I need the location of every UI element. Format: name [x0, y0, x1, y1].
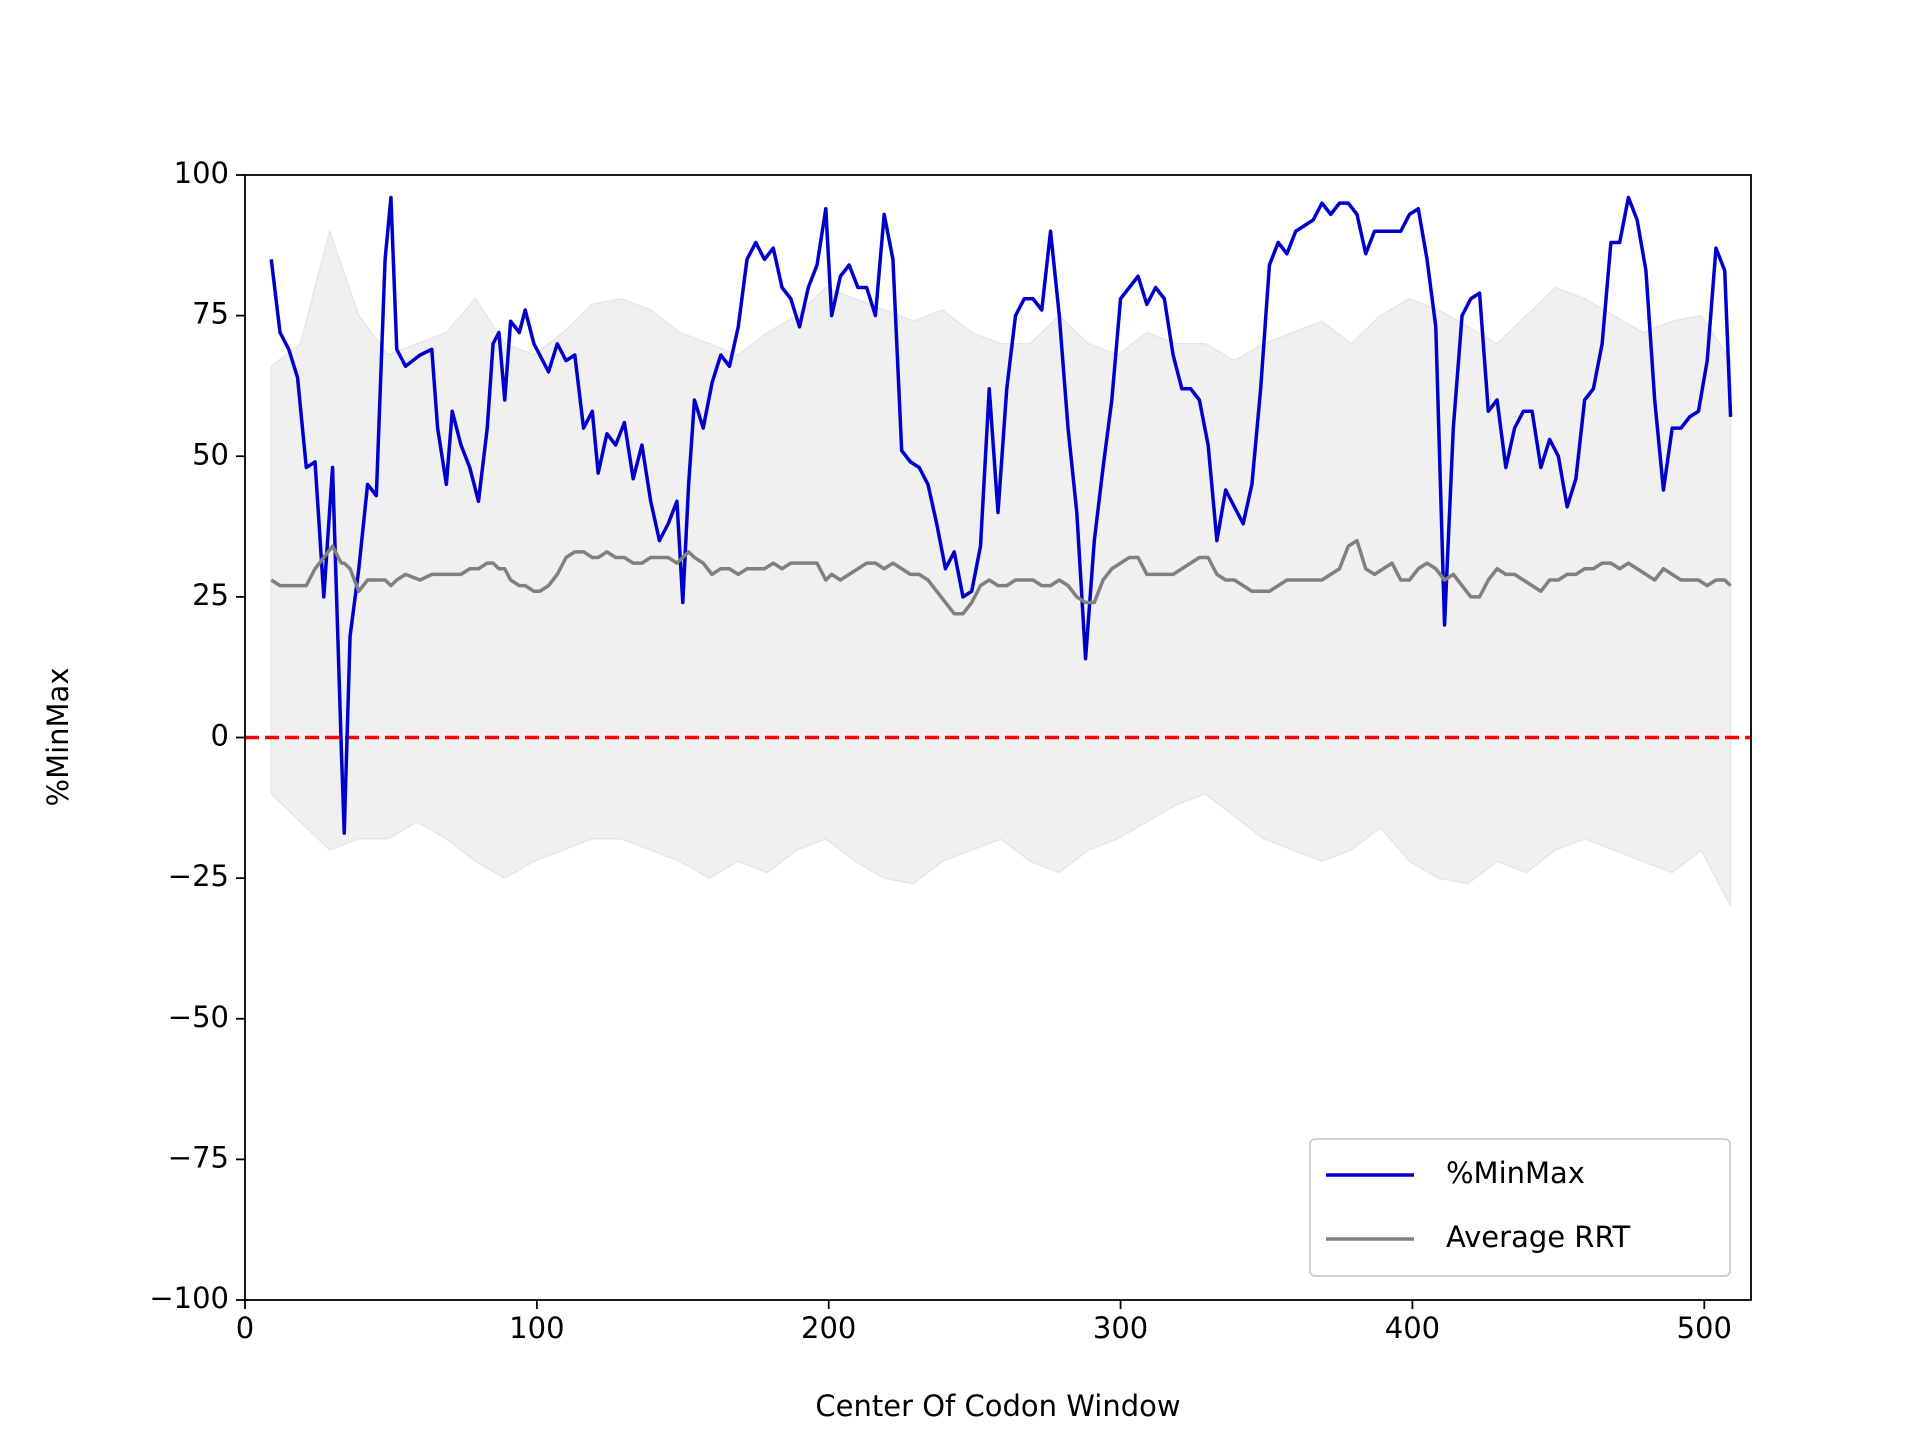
series-line	[269, 195, 1733, 835]
y-tick-label: −25	[168, 859, 229, 893]
x-tick-label: 400	[1385, 1311, 1440, 1345]
x-tick-label: 0	[236, 1311, 254, 1345]
y-tick-label: −75	[168, 1140, 229, 1174]
legend-label: Average RRT	[1446, 1220, 1630, 1254]
y-tick-label: −50	[168, 1000, 229, 1034]
x-tick-label: 100	[509, 1311, 564, 1345]
legend: %MinMax Average RRT	[1309, 1138, 1731, 1277]
y-tick-label: 50	[192, 437, 229, 471]
series-line	[270, 538, 1732, 616]
y-tick-label: −100	[149, 1281, 229, 1315]
legend-box	[1309, 1138, 1731, 1277]
legend-label: %MinMax	[1446, 1156, 1585, 1190]
x-tick-label: 200	[801, 1311, 856, 1345]
y-tick-label: 100	[174, 156, 229, 190]
y-tick-label: 25	[192, 578, 229, 612]
x-tick-label: 500	[1677, 1311, 1732, 1345]
y-tick-label: 75	[192, 297, 229, 331]
band-area	[270, 228, 1732, 907]
y-tick-label: 0	[211, 719, 229, 753]
y-axis-label: %MinMax	[41, 668, 75, 807]
x-tick-label: 300	[1093, 1311, 1148, 1345]
x-axis-label: Center Of Codon Window	[815, 1389, 1180, 1423]
